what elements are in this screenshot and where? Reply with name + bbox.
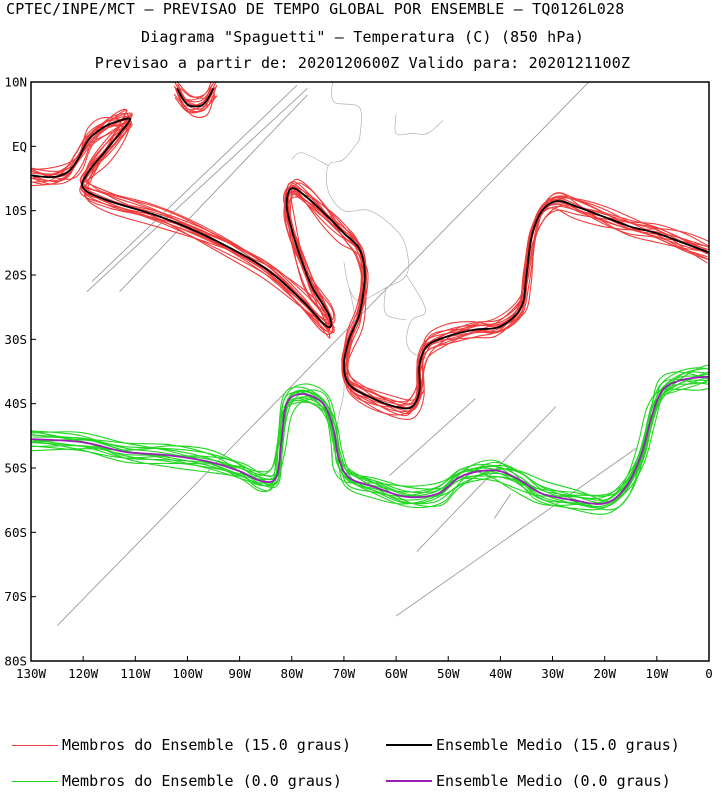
member-line [33,112,708,410]
member-line [33,122,708,413]
border-7 [383,287,407,321]
y-tick-label: 70S [4,589,27,604]
legend-item-mean-0: Ensemble Medio (0.0 graus) [386,772,671,790]
antarctica-weddell [395,447,637,617]
ensemble-mean-15-line [176,87,215,108]
legend-label: Ensemble Medio (15.0 graus) [436,736,680,754]
spaghetti-chart: 130W 120W 110W 100W 90W 80W 70W 60W 50W 40W 30W 20W… [4,75,712,682]
legend-swatch-mean-15 [386,744,432,746]
x-tick-label: 70W [333,666,356,681]
member-line [31,125,709,416]
member-line [31,118,709,403]
y-tick-label: 30S [4,332,27,347]
chart-title-line2: Diagrama "Spaguetti" – Temperatura (C) (… [140,28,585,46]
legend-swatch-members-15 [12,744,58,746]
member-line [32,120,708,409]
y-tick-label: 60S [4,525,27,540]
member-line [31,124,709,408]
member-line [31,109,709,401]
member-line [31,387,709,506]
legend-swatch-members-0 [12,780,58,782]
member-line [31,116,708,421]
ensemble-means [31,87,709,505]
legend-item-mean-15: Ensemble Medio (15.0 graus) [386,736,680,754]
member-line [32,114,709,405]
ensemble-mean-15-line [31,117,709,410]
x-tick-label: 50W [437,666,460,681]
member-line [31,112,709,415]
legend-item-members-0: Membros do Ensemble (0.0 graus) [12,772,342,790]
x-tick-label: 110W [120,666,151,681]
border-6 [331,82,362,140]
ensemble-mean-0-line [31,375,709,505]
border-4 [291,152,329,166]
plot-frame [30,81,710,662]
member-line [31,108,709,410]
africa-coast [56,82,590,626]
x-tick-label: 30W [541,666,564,681]
chart-title-line1: CPTEC/INPE/MCT – PREVISAO DE TEMPO GLOBA… [6,0,625,18]
member-line [31,371,709,498]
x-tick-label: 130W [16,666,47,681]
x-tick-label: 20W [593,666,616,681]
y-tick-label: 80S [4,654,27,669]
x-tick-label: 90W [228,666,251,681]
x-tick-label: 120W [68,666,99,681]
member-line [174,84,218,114]
member-line [31,115,708,412]
y-tick-label: 40S [4,396,27,411]
central-america-coast [91,84,298,282]
y-tick-label: 10S [4,203,27,218]
legend-label: Membros do Ensemble (15.0 graus) [62,736,351,754]
y-tick-label: 50S [4,461,27,476]
legend-swatch-mean-0 [386,780,432,782]
x-tick-label: 10W [646,666,669,681]
member-line [32,119,709,417]
falklands [388,398,476,477]
member-line [175,90,214,113]
south-america-coast [119,94,308,293]
x-tick-label: 60W [385,666,408,681]
member-line [179,82,212,98]
x-tick-label: 40W [489,666,512,681]
x-tick-label: 100W [172,666,203,681]
caribbean-coast [86,88,308,293]
legend-label: Ensemble Medio (0.0 graus) [436,772,671,790]
coastline-map [56,82,637,626]
border-2 [406,274,428,359]
y-tick-label: 10N [4,75,27,90]
member-line [31,117,709,406]
y-tick-label: EQ [12,139,27,154]
x-tick-label: 0 [705,666,713,681]
border-5 [394,114,444,136]
legend-item-members-15: Membros do Ensemble (15.0 graus) [12,736,351,754]
y-tick-label: 20S [4,268,27,283]
axes: 130W 120W 110W 100W 90W 80W 70W 60W 50W 40W 30W 20W… [4,75,712,682]
x-tick-label: 80W [280,666,303,681]
south-georgia [493,493,512,519]
legend-label: Membros do Ensemble (0.0 graus) [62,772,342,790]
chart-title-line3: Previsao a partir de: 2020120600Z Valido… [94,54,631,72]
